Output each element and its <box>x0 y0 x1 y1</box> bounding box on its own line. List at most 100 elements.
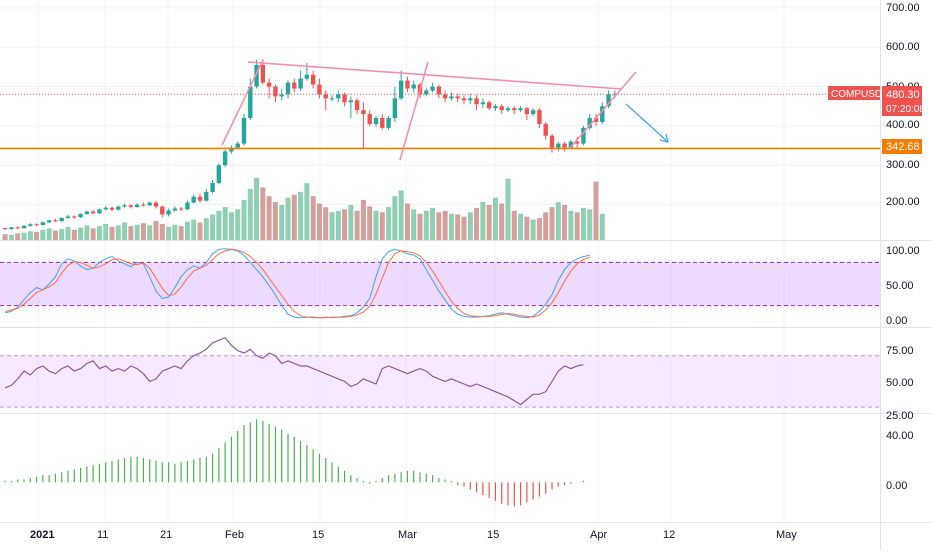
volume-bar <box>241 199 247 240</box>
candle <box>122 203 127 208</box>
candle-body <box>524 108 530 115</box>
candle <box>455 94 460 103</box>
time-tick-label: 2021 <box>30 529 54 541</box>
volume-bar <box>159 223 165 240</box>
volume-bar <box>486 204 492 240</box>
histogram-tick-label: 0.00 <box>886 480 907 492</box>
candle-body <box>549 135 555 148</box>
time-tick-label: May <box>776 529 797 541</box>
level-badge <box>882 139 922 154</box>
candle <box>53 218 58 223</box>
candle <box>90 210 96 215</box>
volume-bar <box>27 231 33 240</box>
symbol-label: COMPUSDT <box>831 89 888 100</box>
grid-lines <box>0 0 880 522</box>
candle-body <box>493 106 498 109</box>
candle-body <box>103 207 108 210</box>
volume-bar <box>442 210 448 240</box>
candle <box>398 70 404 101</box>
candle <box>241 114 247 146</box>
rsi-tick-label: 25.00 <box>886 410 914 422</box>
candle <box>449 92 454 101</box>
rsi-pane <box>0 336 880 408</box>
trend-drawings <box>0 61 880 161</box>
candle-body <box>600 106 605 122</box>
candle <box>537 108 542 128</box>
volume-bar <box>184 221 190 240</box>
candle <box>34 223 39 227</box>
candle-body <box>273 86 278 97</box>
candle-body <box>461 98 467 101</box>
volume-bar <box>140 223 146 240</box>
candle-body <box>304 74 310 79</box>
volume-bar <box>354 210 360 240</box>
candle-body <box>380 118 385 128</box>
candle-body <box>310 74 316 85</box>
rsi-line <box>4 336 584 406</box>
candle <box>9 227 14 230</box>
candle <box>84 210 90 215</box>
candle <box>285 80 291 99</box>
candle-body <box>606 94 611 107</box>
candle-body <box>518 108 523 111</box>
price-tick-label: 400.00 <box>886 119 920 131</box>
candle-body <box>581 127 586 144</box>
volume-bar <box>423 210 429 240</box>
candle <box>562 141 567 152</box>
volume-bar <box>178 226 184 240</box>
candlestick-series <box>2 59 618 231</box>
candle <box>606 90 611 109</box>
candle-body <box>468 98 473 101</box>
rsi-tick-label: 50.00 <box>886 377 914 389</box>
candle <box>134 203 140 208</box>
candle <box>442 90 448 103</box>
candle-body <box>204 192 209 201</box>
candle-body <box>260 64 266 83</box>
histogram-tick-label: 40.00 <box>886 430 914 442</box>
candle <box>348 96 354 119</box>
candle <box>424 88 429 97</box>
candle-body <box>28 224 33 226</box>
volume-bar <box>499 203 505 240</box>
volume-bar <box>480 202 486 240</box>
candle <box>59 217 64 222</box>
candle-body <box>317 84 322 95</box>
candle <box>405 76 410 93</box>
candle <box>216 163 222 185</box>
candle <box>581 125 586 146</box>
candle-body <box>78 214 83 218</box>
volume-bar <box>228 212 234 240</box>
volume-bar <box>386 207 392 240</box>
volume-bar <box>580 207 586 240</box>
candle-body <box>392 98 398 119</box>
candle <box>178 206 184 211</box>
candle <box>191 194 196 204</box>
candle <box>543 121 548 140</box>
candle <box>499 104 504 115</box>
volume-bar <box>342 209 348 240</box>
stoch-tick-label: 100.00 <box>886 245 920 257</box>
candle-body <box>530 110 536 115</box>
candle <box>549 133 555 153</box>
candle-body <box>84 211 90 215</box>
time-tick-label: 15 <box>487 529 499 541</box>
candle-body <box>40 222 46 226</box>
volume-bar <box>272 202 278 240</box>
indicator-band <box>0 355 880 408</box>
candle-body <box>97 209 102 214</box>
volume-bar <box>285 197 291 240</box>
candle <box>461 95 467 105</box>
candle <box>222 149 228 168</box>
volume-bar <box>335 210 341 240</box>
candle <box>128 204 134 209</box>
candle <box>28 223 33 227</box>
volume-bar <box>203 218 209 240</box>
volume-bar <box>128 226 134 240</box>
candle <box>373 116 379 127</box>
candle <box>336 90 341 103</box>
candle-body <box>216 165 222 183</box>
candle-body <box>405 80 410 89</box>
volume-bar <box>65 226 71 240</box>
candle-body <box>367 114 372 124</box>
